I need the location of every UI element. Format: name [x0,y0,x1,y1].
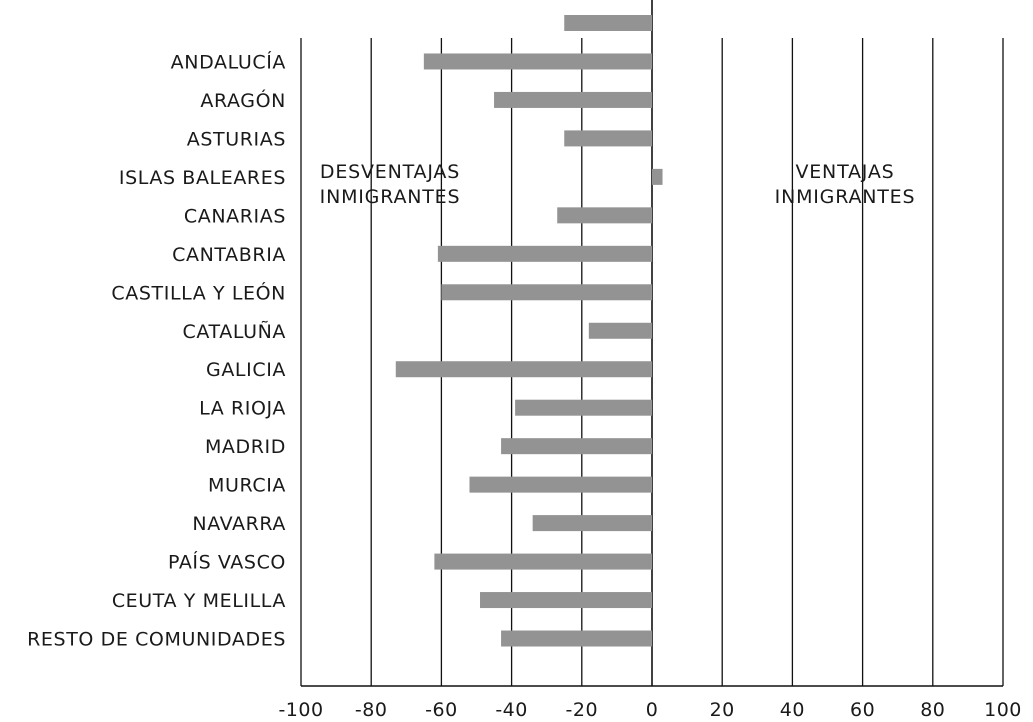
category-label-7: CASTILLA Y LEÓN [111,280,286,304]
bar-10 [515,399,652,416]
x-tick-label-3: -40 [495,699,528,721]
bar-1 [423,53,652,70]
x-tick-label-2: -60 [425,699,458,721]
bar-5 [557,207,652,224]
annotation-negative-line-1: DESVENTAJAS [320,161,460,183]
bar-12 [469,476,652,493]
annotation-positive-line-1: VENTAJAS [795,161,894,183]
bar-16 [501,630,652,647]
bar-2 [494,91,652,108]
bar-14 [434,553,652,570]
x-tick-label-1: -80 [355,699,388,721]
bar-11 [501,438,652,455]
category-label-2: ARAGÓN [200,88,286,112]
x-tick-label-8: 60 [850,699,875,721]
x-tick-label-0: -100 [278,699,323,721]
x-tick-label-4: -20 [566,699,599,721]
category-label-3: ASTURIAS [187,128,286,150]
x-tick-label-9: 80 [920,699,945,721]
bar-13 [532,515,652,532]
bar-0 [564,15,652,31]
category-labels: ANDALUCÍA ARAGÓN ASTURIAS ISLAS BALEARES CAN… [27,50,286,651]
x-tick-label-6: 20 [710,699,735,721]
bars [395,15,663,647]
bar-9 [395,361,652,378]
category-label-11: MADRID [205,436,286,458]
bar-15 [480,592,652,609]
annotation-negative-line-2: INMIGRANTES [320,186,461,208]
category-label-9: GALICIA [206,359,286,381]
annotations: DESVENTAJAS INMIGRANTES VENTAJAS INMIGRA… [320,161,916,208]
category-label-5: CANARIAS [184,205,286,227]
bar-7 [441,284,652,301]
bar-3 [564,130,652,147]
bar-6 [437,245,652,262]
annotation-positive-line-2: INMIGRANTES [775,186,916,208]
bar-8 [588,322,652,339]
x-tick-labels: -100 -80 -60 -40 -20 0 20 40 60 80 100 [278,699,1021,721]
category-label-16: RESTO DE COMUNIDADES [27,629,286,651]
category-label-12: MURCIA [208,475,286,497]
category-label-14: PAÍS VASCO [168,551,286,574]
category-label-13: NAVARRA [192,513,286,535]
x-tick-label-7: 40 [780,699,805,721]
x-tick-label-5: 0 [646,699,659,721]
category-label-8: CATALUÑA [183,320,286,343]
bar-4 [652,168,663,185]
x-tick-label-10: 100 [984,699,1022,721]
category-label-6: CANTABRIA [172,244,286,266]
category-label-15: CEUTA Y MELILLA [112,590,286,612]
category-label-4: ISLAS BALEARES [119,167,286,189]
category-label-10: LA RIOJA [199,398,286,420]
category-label-1: ANDALUCÍA [171,50,286,73]
